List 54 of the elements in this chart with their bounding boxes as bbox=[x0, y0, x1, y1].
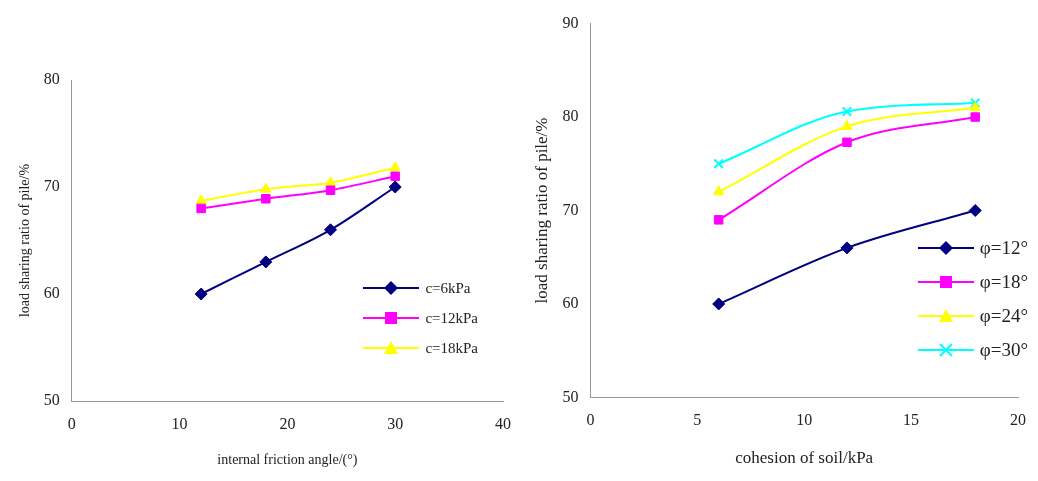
y-tick-label: 80 bbox=[43, 70, 60, 88]
y-tick-label: 50 bbox=[43, 391, 60, 409]
x-tick-label: 15 bbox=[903, 411, 920, 429]
legend-label: φ=24° bbox=[979, 305, 1028, 327]
point bbox=[259, 255, 273, 269]
y-tick-label: 60 bbox=[43, 284, 60, 302]
point bbox=[195, 194, 207, 205]
x-tick-label: 30 bbox=[387, 414, 404, 432]
point bbox=[324, 176, 337, 187]
y-tick-label: 70 bbox=[43, 177, 60, 195]
point bbox=[841, 119, 853, 130]
point bbox=[713, 215, 724, 225]
y-tick-label: 50 bbox=[562, 387, 579, 405]
x-tick-label: 20 bbox=[279, 414, 296, 432]
x-tick-label: 5 bbox=[693, 411, 702, 429]
x-tick-label: 40 bbox=[495, 414, 511, 432]
point bbox=[713, 158, 724, 170]
point bbox=[389, 161, 401, 172]
point bbox=[196, 203, 206, 214]
point bbox=[841, 106, 853, 117]
y-tick-label: 80 bbox=[562, 107, 579, 125]
y-axis-title: load sharing ratio of pile/% bbox=[17, 163, 33, 318]
point bbox=[260, 182, 272, 193]
point bbox=[388, 180, 402, 194]
y-tick-label: 90 bbox=[562, 13, 579, 31]
legend-label: φ=12° bbox=[979, 237, 1028, 259]
point bbox=[390, 171, 400, 182]
point bbox=[712, 297, 726, 311]
y-axis-title: load sharing ratio of pile/% bbox=[531, 117, 551, 304]
point bbox=[840, 241, 854, 255]
point bbox=[261, 194, 271, 204]
legend-label: c=6kPa bbox=[425, 279, 471, 297]
point bbox=[968, 204, 982, 217]
x-tick-label: 0 bbox=[67, 414, 76, 432]
point bbox=[324, 223, 338, 237]
y-tick-label: 70 bbox=[562, 200, 579, 218]
point bbox=[970, 97, 981, 109]
point bbox=[842, 137, 852, 148]
legend-label: φ=30° bbox=[979, 339, 1028, 361]
x-axis-title: cohesion of soil/kPa bbox=[735, 448, 874, 468]
legend-label: c=18kPa bbox=[425, 339, 478, 357]
x-axis-title: internal friction angle/(°) bbox=[217, 452, 358, 469]
y-tick-label: 60 bbox=[562, 294, 579, 312]
point bbox=[970, 112, 980, 122]
x-tick-label: 20 bbox=[1010, 411, 1026, 429]
legend-label: φ=18° bbox=[979, 271, 1028, 293]
x-tick-label: 10 bbox=[796, 411, 813, 429]
point bbox=[325, 185, 336, 195]
legend-label: c=12kPa bbox=[425, 309, 478, 327]
point bbox=[194, 287, 208, 301]
x-tick-label: 10 bbox=[171, 414, 188, 432]
point bbox=[969, 101, 981, 112]
x-tick-label: 0 bbox=[586, 411, 595, 429]
point bbox=[712, 185, 725, 196]
